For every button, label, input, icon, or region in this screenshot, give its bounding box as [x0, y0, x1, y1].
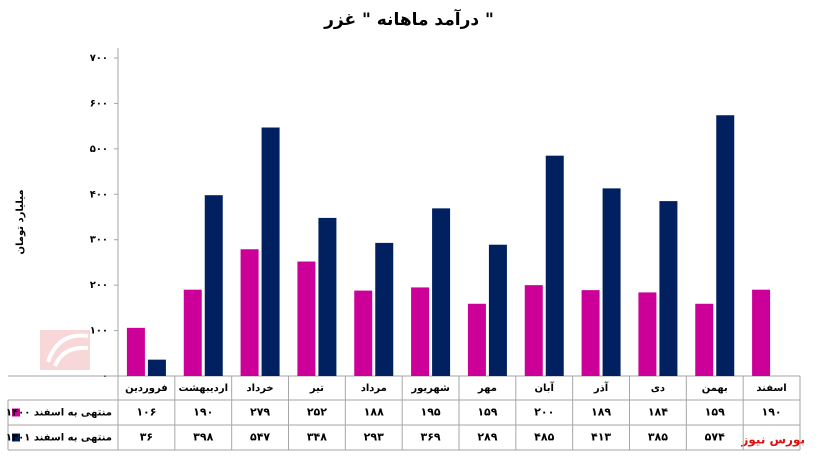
value-label: ۲۸۹ — [477, 431, 497, 444]
bar — [581, 290, 600, 376]
x-tick-label: تیر — [309, 383, 324, 394]
y-tick-label: ۷۰۰ — [90, 53, 108, 64]
bar — [126, 327, 145, 376]
value-label: ۱۸۴ — [648, 406, 668, 419]
x-tick-label: خرداد — [247, 383, 274, 394]
value-label: ۱۹۰ — [193, 406, 213, 419]
value-label: ۱۸۸ — [364, 406, 384, 419]
bar — [183, 289, 202, 376]
bar — [467, 303, 486, 376]
y-tick-label: ۳۰۰ — [90, 235, 108, 246]
value-label: ۵۷۴ — [705, 431, 725, 444]
value-label: ۱۵۹ — [477, 406, 497, 419]
value-label: ۳۶۹ — [421, 431, 441, 444]
bar — [297, 261, 316, 376]
value-label: ۱۹۰ — [762, 406, 782, 419]
bar — [261, 127, 280, 377]
bar — [545, 155, 564, 376]
value-label: ۳۶ — [140, 431, 153, 444]
bar — [488, 244, 507, 376]
bar — [695, 303, 714, 376]
logo — [40, 330, 90, 370]
x-tick-label: مهر — [477, 383, 497, 394]
value-label: ۳۴۸ — [307, 431, 327, 444]
x-tick-label: بهمن — [702, 383, 728, 394]
x-tick-label: فروردین — [125, 383, 168, 394]
value-label: ۱۵۹ — [705, 406, 725, 419]
y-tick-label: ۵۰۰ — [90, 144, 108, 155]
bar — [638, 292, 657, 376]
bar — [354, 290, 373, 376]
x-tick-label: آذر — [593, 381, 609, 394]
value-label: ۱۸۹ — [591, 406, 611, 419]
bar — [147, 359, 166, 376]
value-label: ۲۹۳ — [364, 431, 384, 444]
y-tick-label: ۱۰۰ — [90, 326, 108, 337]
x-tick-label: اسفند — [756, 383, 786, 394]
value-label: ۳۸۵ — [648, 431, 668, 444]
value-label: ۲۰۰ — [534, 406, 554, 419]
x-tick-label: آبان — [535, 381, 555, 394]
bar — [318, 217, 337, 376]
chart-title: درآمد ماهانه " غزر " — [323, 8, 494, 30]
bar — [752, 289, 771, 376]
value-label: ۴۱۳ — [591, 431, 611, 444]
y-tick-label: ۶۰۰ — [90, 98, 108, 109]
value-label: ۴۸۵ — [534, 431, 554, 444]
bar — [375, 242, 394, 376]
bar — [602, 188, 621, 376]
bar — [524, 285, 543, 376]
x-tick-label: مرداد — [361, 383, 387, 394]
legend-key — [12, 433, 20, 442]
value-label: ۱۹۵ — [421, 406, 441, 419]
value-label: ۲۷۹ — [250, 406, 270, 419]
bar — [659, 201, 678, 376]
legend-key — [12, 408, 20, 417]
bar — [204, 195, 223, 376]
value-label: ۱۰۶ — [136, 406, 156, 419]
value-label: ۲۵۲ — [307, 406, 327, 419]
y-tick-label: ۲۰۰ — [90, 280, 108, 291]
value-label: ۳۹۸ — [193, 431, 213, 444]
legend-label: منتهی به اسفند ۱۴۰۱ — [6, 433, 112, 444]
x-tick-label: شهریور — [410, 383, 450, 394]
bar — [432, 208, 451, 376]
y-tick-label: ۴۰۰ — [90, 189, 108, 200]
bar — [240, 249, 259, 376]
value-label: ۵۴۷ — [250, 431, 270, 444]
y-axis-label: میلیارد تومان — [15, 189, 26, 254]
x-tick-label: دی — [651, 383, 665, 394]
bar — [411, 287, 430, 376]
source: بورس نیوز — [740, 433, 805, 448]
legend-label: منتهی به اسفند ۱۴۰۰ — [6, 408, 112, 419]
x-tick-label: اردیبهشت — [178, 383, 228, 394]
bar — [716, 115, 735, 377]
